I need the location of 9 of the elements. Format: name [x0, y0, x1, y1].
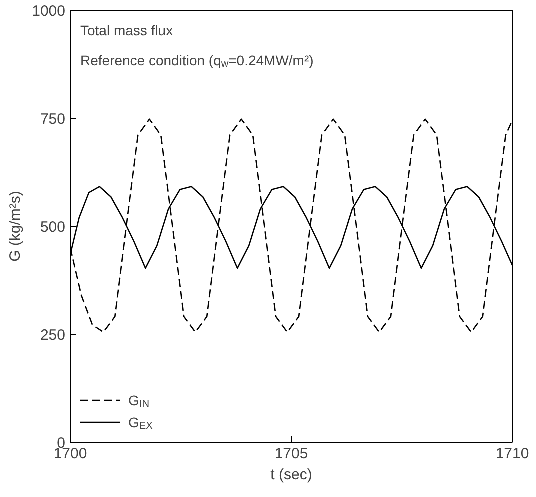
y-tick-label: 1000 — [32, 3, 66, 20]
annotation: Total mass flux — [80, 22, 174, 38]
y-tick-label: 750 — [40, 111, 66, 128]
x-axis-title: t (sec) — [270, 466, 312, 484]
y-axis-title: G (kg/m²s) — [7, 191, 24, 262]
x-tick-label: 1705 — [274, 446, 308, 462]
y-tick-label: 250 — [40, 327, 66, 344]
x-tick-label: 1710 — [496, 446, 530, 462]
y-tick-label: 500 — [40, 219, 66, 236]
